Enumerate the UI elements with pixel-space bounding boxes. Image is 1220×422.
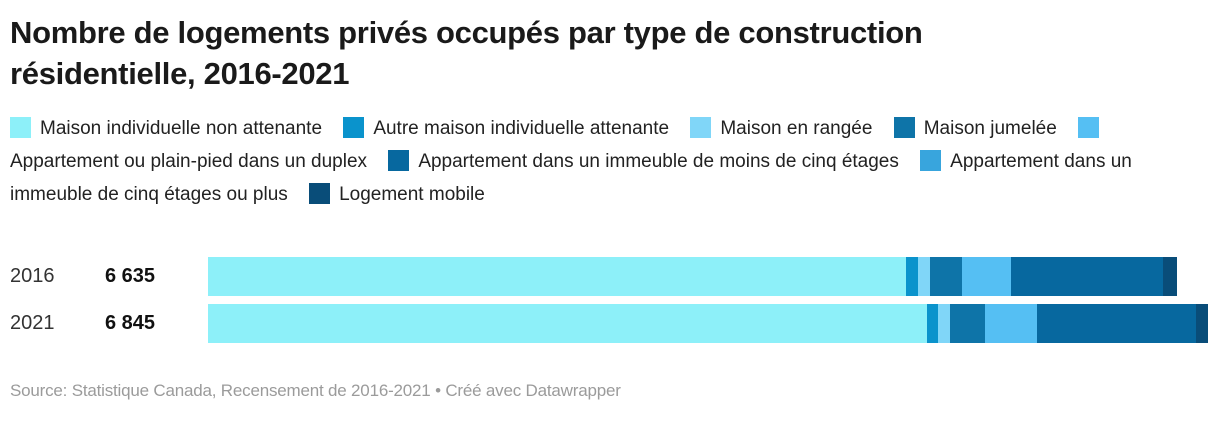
bar-segment[interactable] [208, 304, 927, 344]
row-total: 6 845 [105, 312, 156, 335]
legend-item: Maison individuelle non attenante [10, 117, 323, 140]
legend-item: Maison jumelée [893, 117, 1057, 140]
bar-segment[interactable] [1196, 304, 1208, 344]
bar-segment[interactable] [1162, 257, 1178, 297]
bar-row: 2021 6 845 [10, 304, 1208, 344]
legend-label: Maison en rangée [720, 118, 873, 140]
bar-segment[interactable] [961, 257, 1012, 297]
legend-label: Maison jumelée [923, 118, 1057, 140]
legend-label: Autre maison individuelle attenante [373, 118, 670, 140]
legend-label: Appartement dans un immeuble de cinq éta… [10, 151, 1132, 206]
legend-label: Maison individuelle non attenante [40, 118, 323, 140]
legend-item: Maison en rangée [690, 117, 873, 140]
legend-swatch [893, 117, 915, 139]
chart-title: Nombre de logements privés occupés par t… [10, 15, 923, 92]
stacked-bar [208, 257, 1208, 297]
bar-segment[interactable] [985, 304, 1038, 344]
bar-segment[interactable] [1011, 257, 1163, 297]
legend-swatch [10, 117, 31, 139]
legend-item: Logement mobile [309, 183, 485, 206]
legend-swatch [309, 183, 331, 205]
bar-segment[interactable] [929, 257, 962, 297]
source-line: Source: Statistique Canada, Recensement … [10, 381, 621, 401]
legend-label: Appartement dans un immeuble de moins de… [418, 151, 899, 173]
row-label: 2016 [10, 265, 55, 288]
bar-segment[interactable] [1037, 304, 1197, 344]
row-total: 6 635 [105, 265, 156, 288]
bar-segment[interactable] [950, 304, 986, 344]
bar-row: 2016 6 635 [10, 257, 1208, 297]
bar-segment[interactable] [906, 257, 918, 297]
legend-item: Appartement dans un immeuble de moins de… [388, 150, 899, 173]
legend: Maison individuelle non attenante Autre … [10, 112, 1208, 211]
legend-swatch [690, 117, 712, 139]
bar-segment[interactable] [938, 304, 951, 344]
chart-container: Nombre de logements privés occupés par t… [10, 15, 1208, 401]
legend-swatch [388, 150, 410, 172]
legend-item: Appartement dans un immeuble de cinq éta… [10, 150, 1132, 206]
bar-segment[interactable] [926, 304, 939, 344]
legend-item: Autre maison individuelle attenante [343, 117, 670, 140]
legend-item: Appartement ou plain-pied dans un duplex [10, 117, 1108, 173]
legend-label: Appartement ou plain-pied dans un duplex [10, 151, 368, 173]
bar-segment[interactable] [917, 257, 930, 297]
legend-swatch [343, 117, 365, 139]
bar-segment[interactable] [208, 257, 907, 297]
stacked-bar [208, 304, 1208, 344]
row-label: 2021 [10, 312, 55, 335]
legend-swatch [1078, 117, 1100, 139]
legend-swatch [920, 150, 942, 172]
bar-rows: 2016 6 635 2021 6 845 [10, 257, 1208, 344]
legend-label: Logement mobile [339, 184, 485, 206]
